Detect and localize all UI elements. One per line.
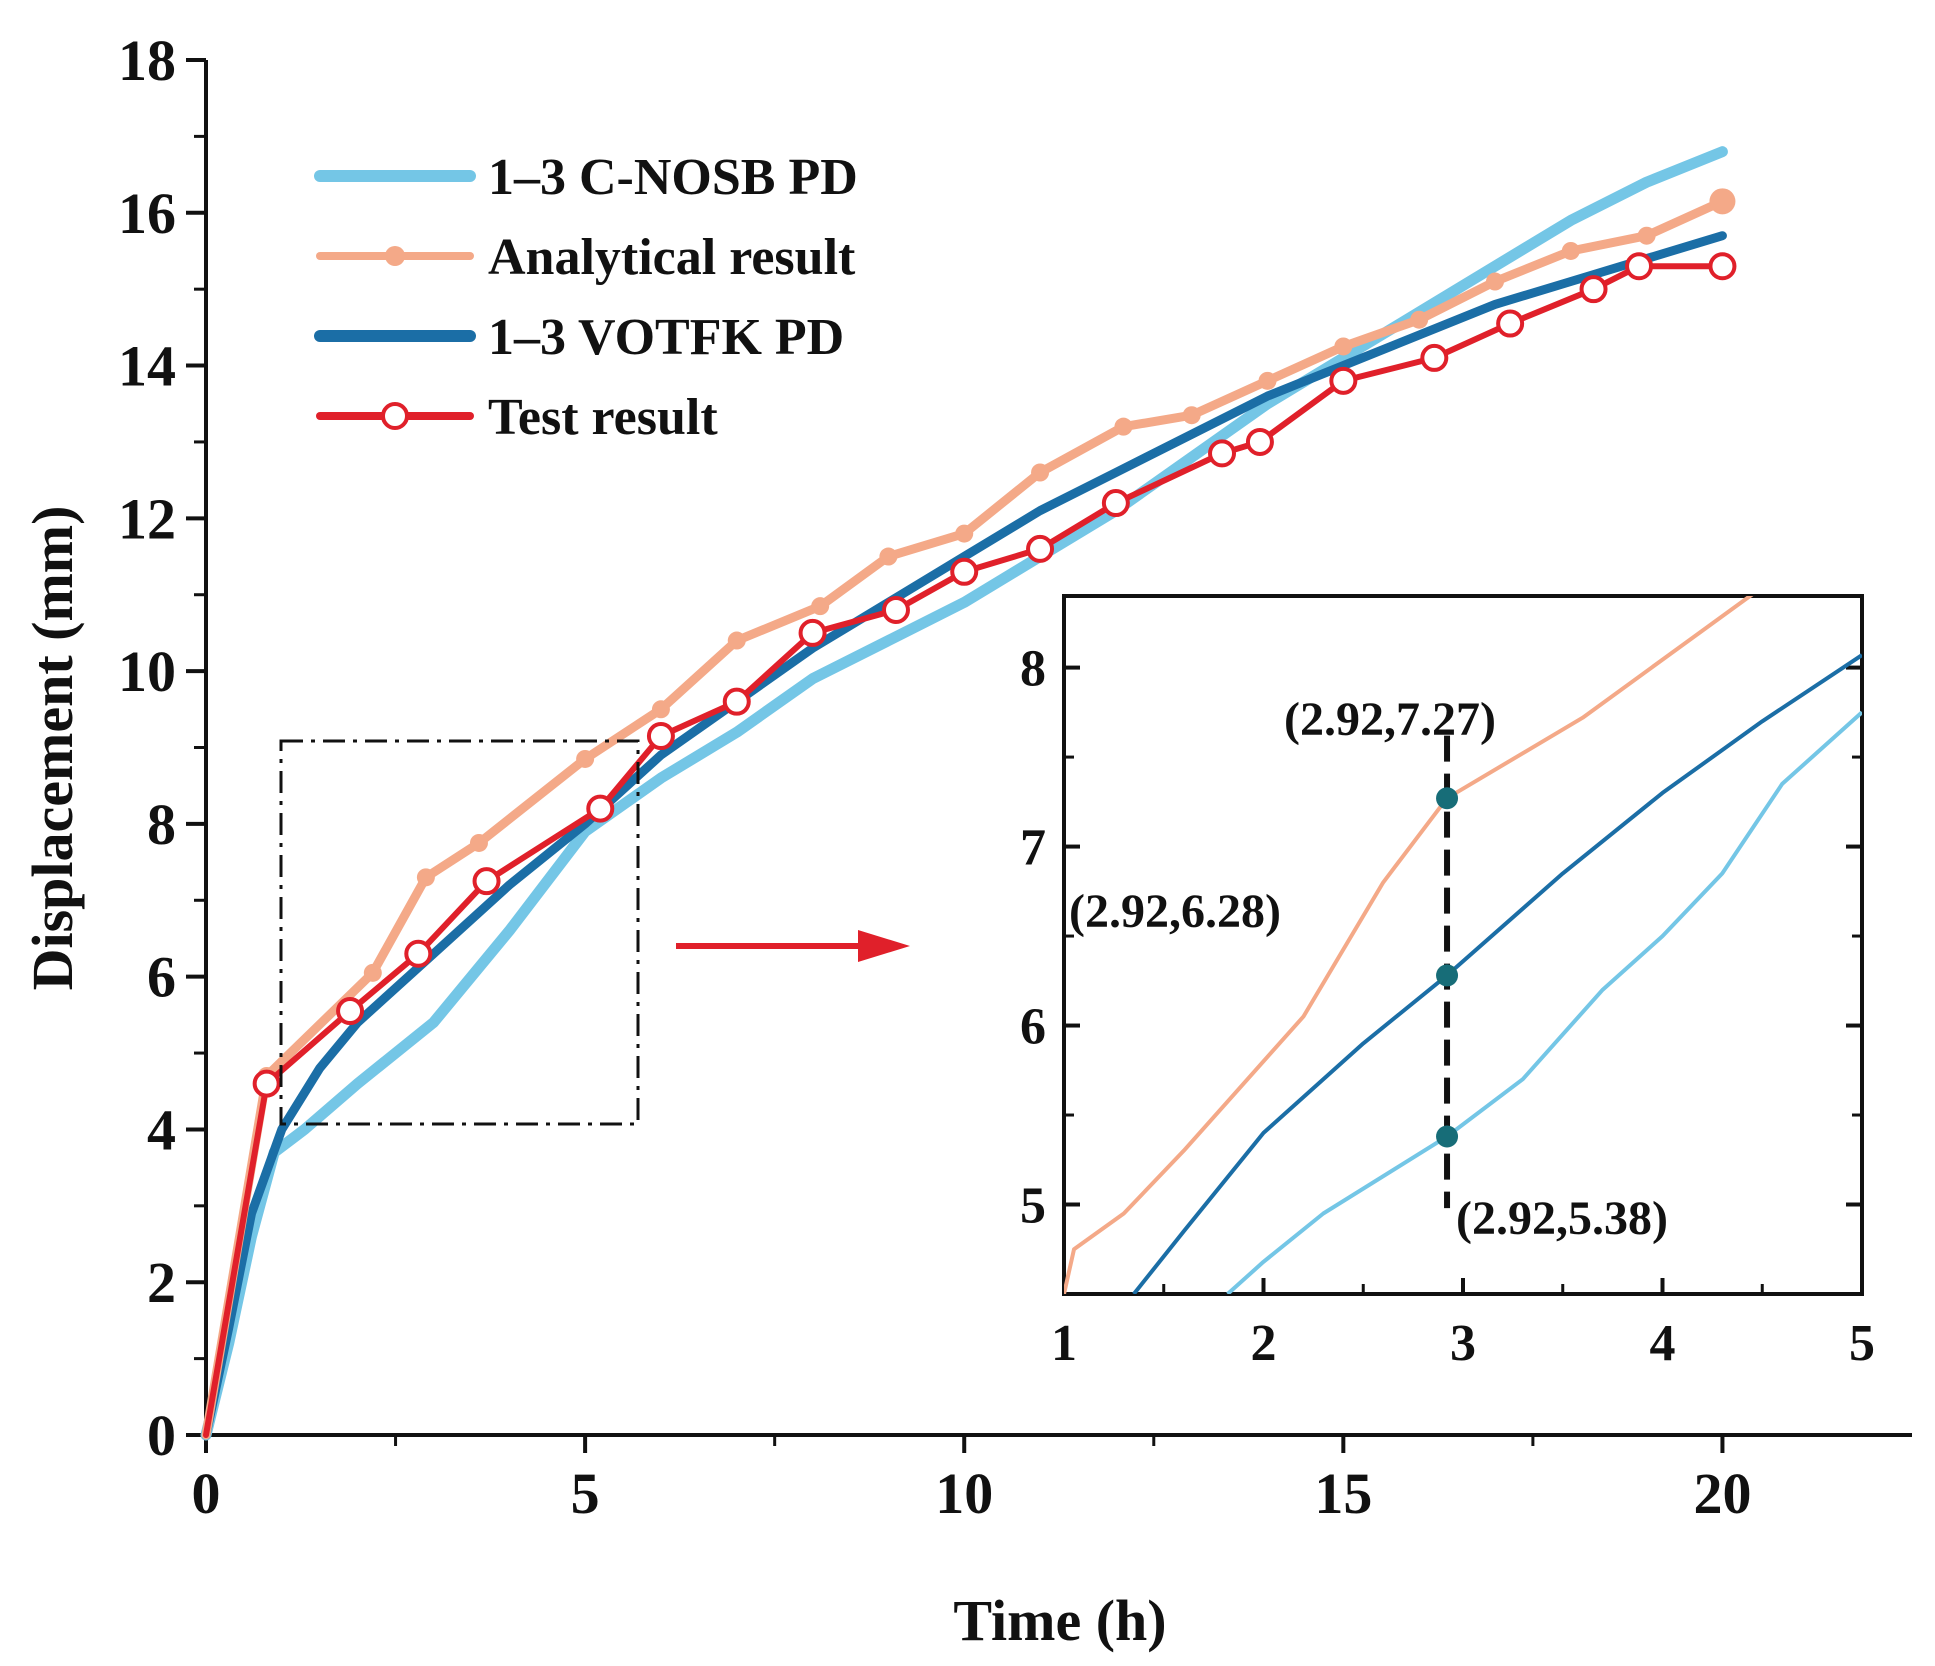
y-tick-label: 18 [118, 28, 176, 93]
test-point [646, 722, 675, 751]
x-tick-label: 0 [192, 1461, 221, 1526]
inset-highlight [1436, 735, 1459, 1209]
analytical-point [1258, 371, 1277, 390]
x-tick-label: 15 [1314, 1461, 1372, 1526]
analytical-point [576, 749, 595, 768]
analytical-point [1114, 417, 1133, 436]
inset-chart: 1 2 3 4 5 5 6 7 8 (2.92,7.27) (2.92,6.28) (2.92,… [1020, 594, 1875, 1372]
main-ticks [186, 58, 1725, 1453]
analytical-point [1561, 241, 1580, 260]
test-point [1208, 439, 1237, 468]
analytical-point [1410, 310, 1429, 329]
test-point [336, 997, 365, 1026]
test-point [472, 867, 501, 896]
analytical-point [727, 631, 746, 650]
y-tick-label: 2 [147, 1250, 176, 1315]
analytical-point [955, 524, 974, 543]
inset-x-tick-label: 5 [1849, 1315, 1875, 1372]
y-tick-label: 6 [147, 945, 176, 1010]
test-point [950, 557, 979, 586]
zoom-box [279, 739, 640, 1126]
legend-label-1: Analytical result [488, 229, 856, 286]
test-point [1579, 275, 1608, 304]
y-tick-label: 8 [147, 792, 176, 857]
y-tick-label: 16 [118, 181, 176, 246]
analytical-point [879, 547, 898, 566]
y-tick-label: 0 [147, 1403, 176, 1468]
inset-series-line-2 [1226, 710, 1862, 1294]
inset-frame [1062, 594, 1864, 1296]
test-point [1026, 534, 1055, 563]
test-point [1625, 252, 1654, 281]
test-point [1245, 427, 1274, 456]
analytical-point [1334, 337, 1353, 356]
annotation-top: (2.92,7.27) [1284, 693, 1496, 746]
analytical-point [1709, 188, 1736, 215]
test-point [1420, 343, 1449, 372]
inset-y-tick-label: 7 [1020, 820, 1046, 877]
x-axis-title: Time (h) [953, 1588, 1166, 1653]
zoom-arrow [676, 930, 910, 962]
legend-marker [381, 402, 409, 430]
legend-label-2: 1–3 VOTFK PD [488, 309, 844, 366]
analytical-point [1485, 272, 1504, 291]
series-line-0 [200, 146, 1728, 1441]
test-point [881, 596, 910, 624]
test-point [722, 687, 751, 716]
analytical-point [651, 700, 670, 719]
legend-label-0: 1–3 C-NOSB PD [488, 149, 858, 206]
analytical-point [1031, 463, 1050, 482]
y-axis-title: Displacement (mm) [20, 506, 85, 991]
legend-label-3: Test result [488, 389, 718, 446]
y-tick-label: 10 [118, 639, 176, 704]
inset-y-tick-label: 5 [1020, 1178, 1046, 1235]
inset-x-tick-label: 3 [1450, 1315, 1476, 1372]
analytical-point [416, 868, 435, 887]
x-tick-label: 20 [1693, 1461, 1751, 1526]
test-point [798, 618, 827, 647]
x-tick-label: 10 [935, 1461, 993, 1526]
test-point [1496, 309, 1525, 338]
x-tick-label: 5 [571, 1461, 600, 1526]
annotation-middle: (2.92,6.28) [1069, 885, 1281, 938]
highlight-point-2 [1436, 1125, 1459, 1148]
analytical-point [1182, 406, 1201, 425]
inset-series-line-0 [1064, 596, 1754, 1294]
inset-x-tick-label: 4 [1650, 1315, 1676, 1372]
test-point [1329, 366, 1358, 395]
y-tick-label: 14 [118, 334, 176, 399]
inset-y-tick-label: 6 [1020, 999, 1046, 1056]
highlight-point-0 [1436, 787, 1459, 810]
y-tick-label: 12 [118, 486, 176, 551]
highlight-point-1 [1436, 964, 1459, 987]
legend-marker [385, 246, 405, 266]
test-point [586, 794, 615, 823]
inset-x-tick-label: 1 [1051, 1315, 1077, 1372]
inset-y-tick-label: 8 [1020, 641, 1046, 698]
analytical-point [1637, 226, 1656, 245]
inset-ticks [1062, 665, 1864, 1296]
test-point [252, 1069, 281, 1098]
analytical-point [811, 597, 830, 616]
main-series [200, 146, 1737, 1441]
inset-x-tick-label: 2 [1251, 1315, 1277, 1372]
test-point [404, 939, 433, 968]
analytical-point [469, 833, 488, 852]
annotation-bottom: (2.92,5.38) [1456, 1192, 1668, 1245]
inset-tick-labels: 1 2 3 4 5 5 6 7 8 [1020, 641, 1875, 1372]
test-point [1708, 252, 1737, 281]
test-point [1101, 489, 1130, 518]
legend: 1–3 C-NOSB PD Analytical result 1–3 VOTFK … [314, 149, 858, 446]
analytical-point [363, 963, 382, 982]
y-tick-label: 4 [147, 1097, 176, 1162]
